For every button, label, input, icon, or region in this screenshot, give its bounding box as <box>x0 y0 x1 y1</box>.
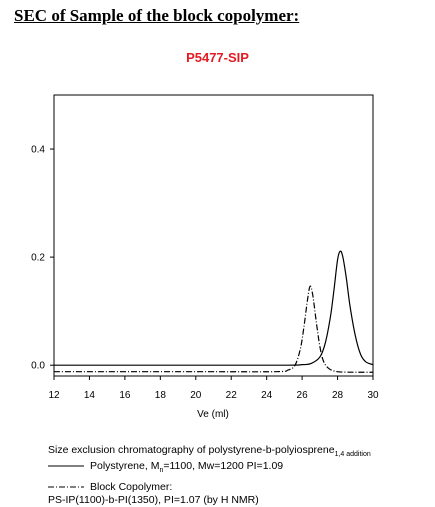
y-tick-label: 0.2 <box>31 253 45 264</box>
series-group <box>53 250 374 373</box>
x-tick-label: 22 <box>226 390 238 401</box>
x-tick-label: 28 <box>332 390 344 401</box>
x-tick-label: 30 <box>367 390 379 401</box>
legend-label-line2: PS-IP(1100)-b-PI(1350), PI=1.07 (by H NM… <box>48 494 259 506</box>
legend-item-block-copolymer-detail: PS-IP(1100)-b-PI(1350), PI=1.07 (by H NM… <box>48 494 259 506</box>
x-tick-label: 26 <box>297 390 309 401</box>
sample-id: P5477-SIP <box>186 50 249 65</box>
legend-swatch-solid <box>48 465 84 467</box>
legend-label-line1: Block Copolymer: <box>90 481 173 493</box>
legend-label-pre: Polystyrene, M <box>90 460 160 472</box>
x-tick-label: 14 <box>84 390 96 401</box>
caption-text: Size exclusion chromatography of polysty… <box>48 444 335 456</box>
legend-item-block-copolymer: Block Copolymer: <box>48 481 172 493</box>
x-tick-label: 12 <box>48 390 60 401</box>
legend-swatch-dash-dot <box>48 486 84 488</box>
x-tick-label: 24 <box>261 390 273 401</box>
y-tick-label: 0.4 <box>31 145 45 156</box>
x-tick-label: 18 <box>155 390 167 401</box>
caption-subscript: 1,4 addition <box>334 451 371 459</box>
page-heading: SEC of Sample of the block copolymer: <box>14 6 300 25</box>
x-axis: 12 14 16 18 20 22 24 26 28 30 <box>48 376 379 401</box>
series-line-block-copolymer <box>53 285 374 373</box>
legend-item-polystyrene: Polystyrene, Mn=1100, Mw=1200 PI=1.09 <box>48 460 283 474</box>
plot-frame <box>53 94 374 377</box>
y-axis: 0.0 0.2 0.4 <box>31 145 54 372</box>
y-tick-label: 0.0 <box>31 361 45 372</box>
x-tick-label: 20 <box>190 390 202 401</box>
x-axis-label: Ve (ml) <box>197 409 229 420</box>
series-line-polystyrene <box>54 250 374 366</box>
chart-caption: Size exclusion chromatography of polysty… <box>48 444 371 458</box>
legend-label-sub: n <box>159 467 164 475</box>
legend-label-post: =1100, Mw=1200 PI=1.09 <box>163 460 284 472</box>
x-tick-label: 16 <box>119 390 131 401</box>
